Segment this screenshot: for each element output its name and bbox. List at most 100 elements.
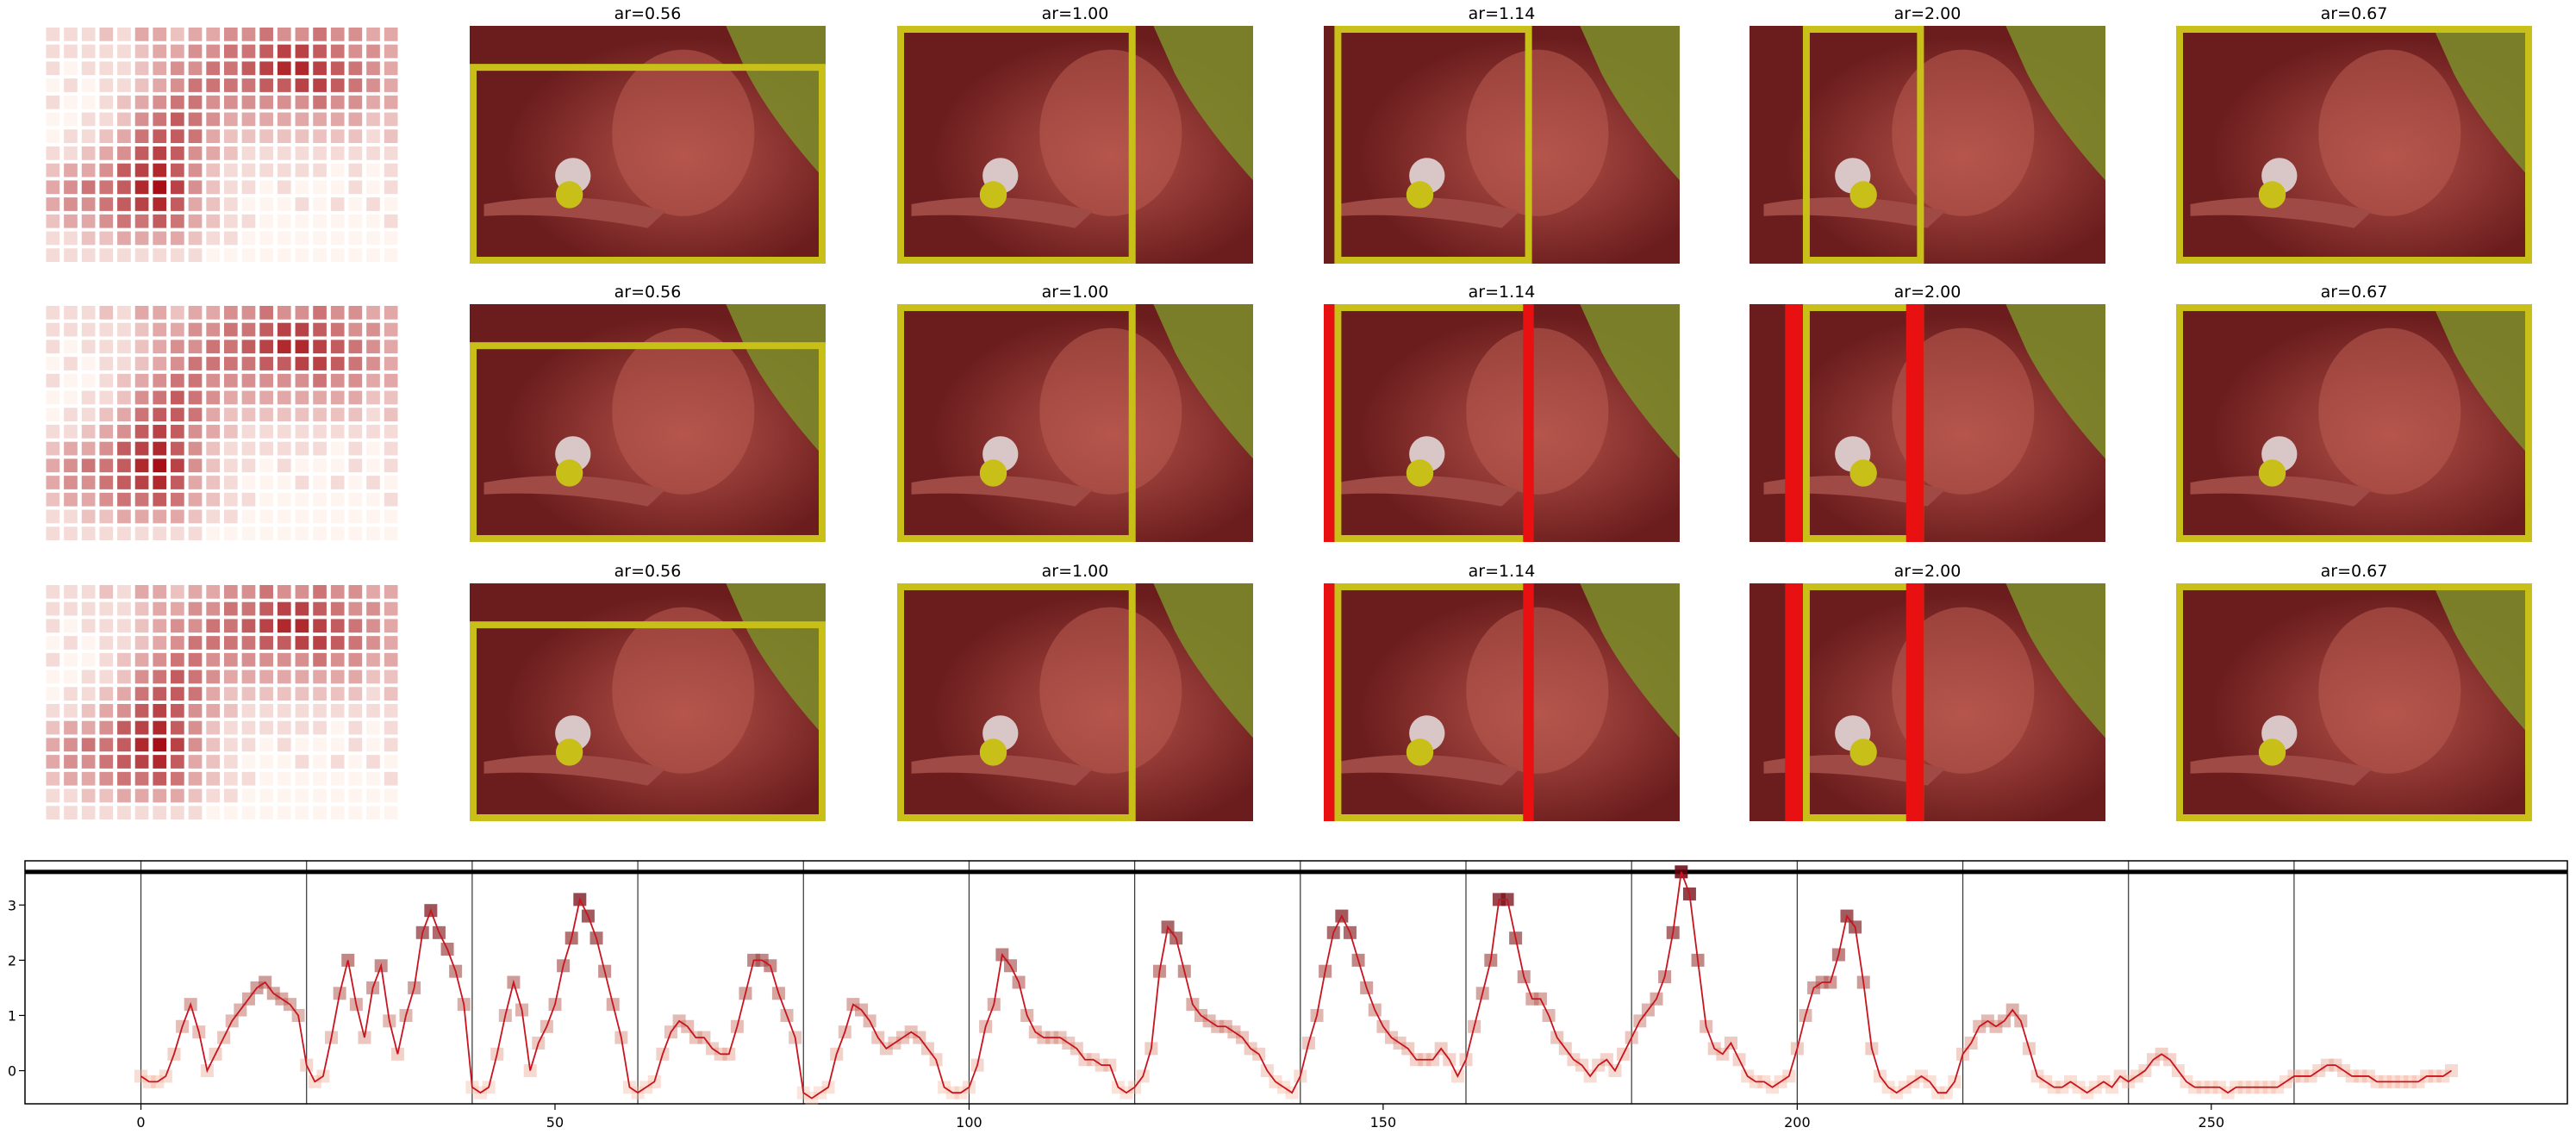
heatmap-cell	[64, 509, 78, 524]
y-tick-label: 1	[8, 1007, 16, 1024]
target-dot	[2258, 181, 2286, 209]
heatmap-cell	[171, 357, 184, 371]
heatmap-cell	[171, 95, 184, 109]
heatmap-cell	[64, 231, 78, 246]
heatmap-cell	[153, 27, 167, 41]
heatmap-cell	[134, 670, 149, 684]
heatmap-cell	[295, 619, 309, 633]
heatmap-cell	[313, 180, 327, 195]
image-panel	[470, 304, 826, 542]
heatmap-cell	[295, 390, 309, 405]
heatmap-cell	[64, 408, 78, 422]
heatmap-cell	[241, 373, 256, 388]
heatmap-cell	[384, 78, 398, 92]
heatmap-cell	[348, 771, 363, 786]
heatmap-cell	[117, 180, 131, 195]
heatmap-cell	[188, 112, 203, 127]
heatmap-cell	[259, 670, 273, 684]
heatmap-cell	[171, 197, 184, 211]
heatmap-cell	[64, 248, 78, 263]
heatmap-cell	[117, 601, 131, 616]
heatmap-cell	[366, 129, 380, 144]
heatmap-cell	[153, 687, 167, 701]
heatmap-cell	[46, 703, 60, 718]
heatmap-cell	[81, 322, 96, 337]
heatmap-cell	[46, 652, 60, 667]
heatmap-cell	[384, 584, 398, 599]
heatmap-cell	[153, 670, 167, 684]
heatmap-cell	[171, 163, 184, 178]
heatmap	[46, 27, 398, 263]
heatmap-cell	[153, 771, 167, 786]
heatmap-cell	[117, 492, 131, 507]
heatmap-cell	[153, 322, 167, 337]
heatmap-cell	[46, 61, 60, 76]
target-dot	[2258, 459, 2286, 487]
heatmap-cell	[313, 601, 327, 616]
heatmap-cell	[99, 61, 114, 76]
heatmap-cell	[153, 180, 167, 195]
heatmap-cell	[277, 231, 291, 246]
heatmap-cell	[277, 720, 291, 735]
heatmap-cell	[117, 390, 131, 405]
target-dot	[979, 459, 1007, 487]
heatmap-cell	[223, 146, 238, 160]
heatmap-cell	[313, 61, 327, 76]
heatmap-cell	[348, 476, 363, 489]
heatmap-cell	[223, 231, 238, 246]
heatmap-cell	[46, 357, 60, 371]
heatmap-cell	[46, 390, 60, 405]
heatmap-cell	[259, 61, 273, 76]
heatmap-cell	[241, 408, 256, 422]
heatmap-cell	[64, 619, 78, 633]
photo-face	[1039, 607, 1182, 774]
heatmap-cell	[259, 322, 273, 337]
heatmap-cell	[348, 687, 363, 701]
heatmap-cell	[223, 408, 238, 422]
heatmap-cell	[330, 492, 345, 507]
heatmap-cell	[277, 163, 291, 178]
heatmap-cell	[171, 441, 184, 456]
heatmap-cell	[117, 720, 131, 735]
heatmap-cell	[206, 340, 221, 354]
heatmap-cell	[171, 305, 184, 320]
heatmap-cell	[366, 687, 380, 701]
heatmap-cell	[241, 390, 256, 405]
heatmap-cell	[46, 687, 60, 701]
heatmap-cell	[348, 458, 363, 473]
heatmap-cell	[313, 738, 327, 752]
heatmap-cell	[206, 720, 221, 735]
heatmap-cell	[259, 180, 273, 195]
heatmap-cell	[348, 322, 363, 337]
heatmap-cell	[384, 788, 398, 803]
heatmap-cell	[99, 492, 114, 507]
heatmap-cell	[81, 129, 96, 144]
heatmap-cell	[188, 755, 203, 769]
heatmap-cell	[99, 78, 114, 92]
heatmap-cell	[64, 340, 78, 354]
heatmap-cell	[99, 738, 114, 752]
heatmap-cell	[366, 424, 380, 439]
heatmap-cell	[46, 601, 60, 616]
heatmap-cell	[99, 458, 114, 473]
heatmap-cell	[171, 703, 184, 718]
heatmap-cell	[99, 112, 114, 127]
heatmap-cell	[81, 720, 96, 735]
heatmap-cell	[206, 476, 221, 489]
heatmap-cell	[295, 197, 309, 211]
heatmap-cell	[64, 458, 78, 473]
heatmap-cell	[117, 163, 131, 178]
heatmap-cell	[259, 652, 273, 667]
heatmap-cell	[313, 806, 327, 820]
heatmap-cell	[206, 755, 221, 769]
heatmap-cell	[241, 601, 256, 616]
image-panel	[1750, 583, 2105, 821]
heatmap-cell	[188, 129, 203, 144]
heatmap-cell	[330, 61, 345, 76]
heatmap-cell	[171, 322, 184, 337]
heatmap-cell	[134, 129, 149, 144]
heatmap-cell	[366, 652, 380, 667]
target-dot	[1849, 181, 1877, 209]
heatmap-cell	[46, 584, 60, 599]
heatmap-cell	[259, 584, 273, 599]
